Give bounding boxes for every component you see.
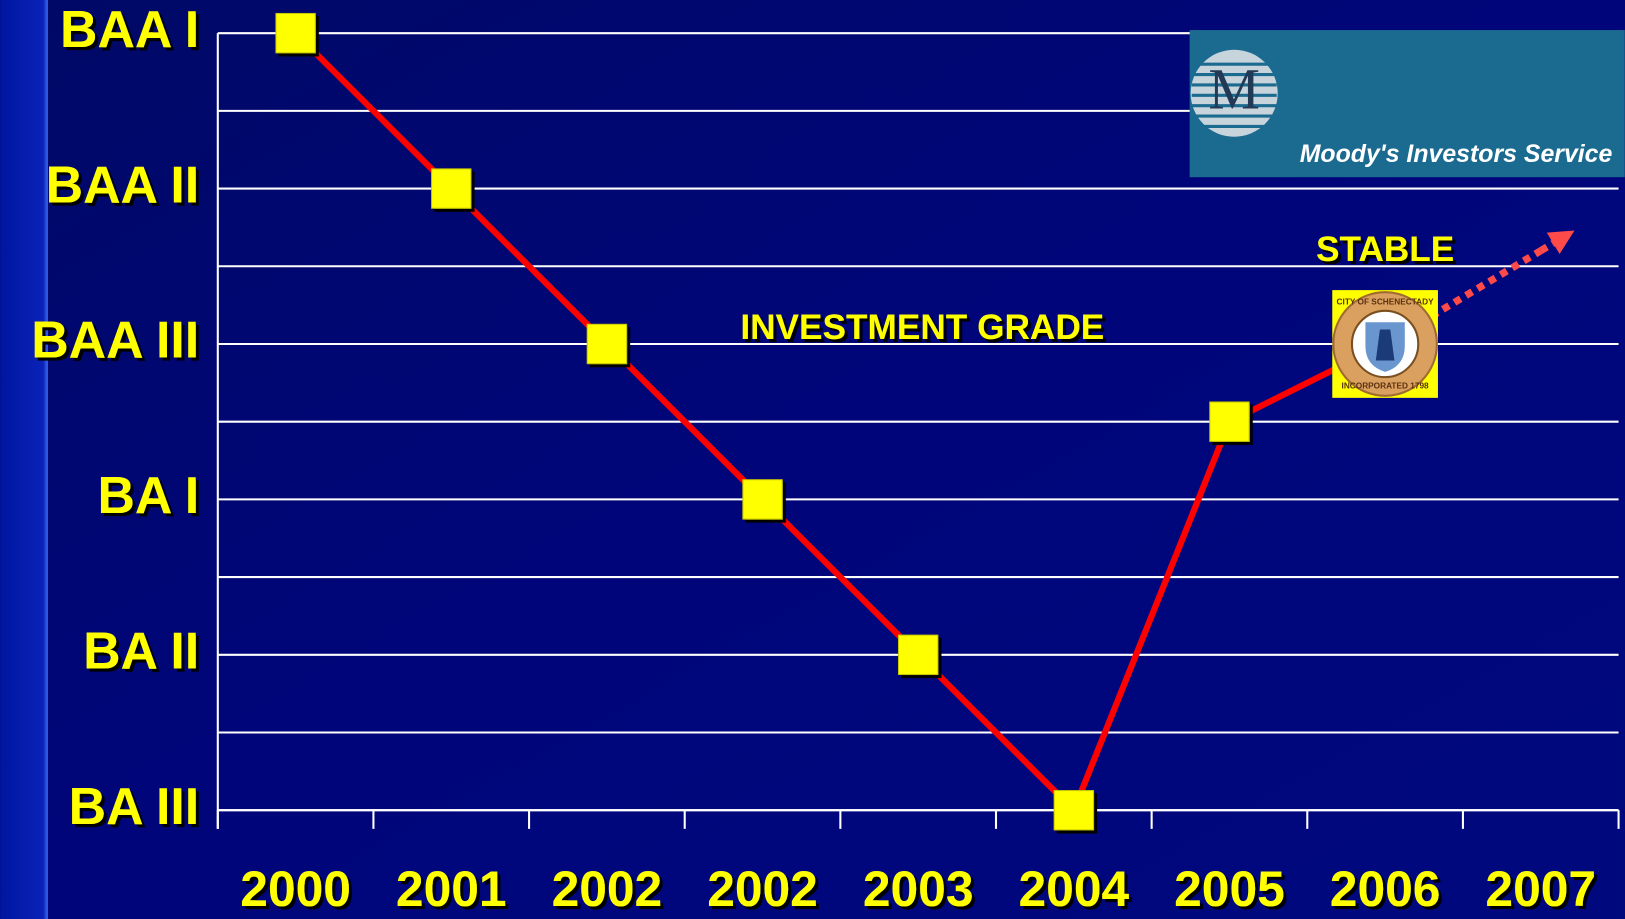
y-tick-label: BA I: [97, 466, 199, 524]
x-tick-label: 2007: [1485, 861, 1596, 917]
marker: [897, 634, 939, 676]
seal-text: INCORPORATED 1798: [1342, 382, 1430, 391]
marker: [275, 12, 316, 54]
x-tick-label: 2002: [552, 861, 663, 917]
y-tick-label: BAA II: [46, 155, 199, 213]
marker: [1053, 790, 1095, 831]
y-tick-label: BA III: [69, 777, 199, 835]
x-tick-label: 2004: [1019, 861, 1130, 917]
x-tick-label: 2000: [240, 861, 351, 917]
arrow-head: [1546, 230, 1575, 254]
x-tick-label: 2005: [1174, 861, 1285, 917]
arrow-shaft: [1538, 240, 1556, 254]
logo-text: Moody's Investors Service: [1300, 140, 1613, 168]
logo-letter: M: [1208, 57, 1260, 122]
logo: M Moody's Investors Service: [1189, 30, 1625, 178]
seal-marker: CITY OF SCHENECTADY INCORPORATED 1798: [1332, 290, 1438, 398]
x-tick-label: 2006: [1330, 861, 1441, 917]
seal-sheaf: [1375, 329, 1395, 361]
marker: [431, 168, 472, 209]
x-tick-label: 2003: [863, 861, 974, 917]
marker: [742, 479, 783, 520]
x-tick-label: 2002: [707, 861, 818, 917]
annotation: STABLE: [1316, 230, 1454, 269]
marker: [586, 323, 628, 365]
left-strip: [0, 0, 48, 919]
marker: [1209, 401, 1250, 442]
y-tick-label: BAA III: [31, 311, 199, 369]
y-tick-label: BAA I: [60, 0, 199, 58]
x-tick-label: 2001: [396, 861, 507, 917]
logo-stripes: [1191, 62, 1277, 128]
y-tick-label: BA II: [83, 621, 199, 679]
seal-text: CITY OF SCHENECTADY: [1337, 298, 1435, 307]
data-line: [293, 30, 1387, 816]
annotation: INVESTMENT GRADE: [740, 308, 1104, 347]
